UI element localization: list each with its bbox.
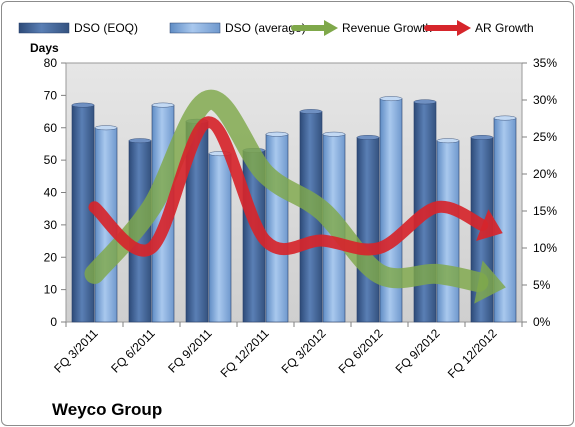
legend-swatch-dso-eoq-	[18, 22, 70, 34]
right-axis-tick-label: 15%	[533, 204, 557, 218]
left-axis-tick-label: 0	[50, 315, 57, 329]
left-axis-tick-label: 20	[44, 250, 58, 264]
bar-top	[128, 138, 152, 144]
right-axis-tick-label: 20%	[533, 167, 557, 181]
bar-top	[379, 96, 403, 102]
bar-top	[151, 102, 175, 108]
bar-top	[71, 102, 95, 108]
right-axis-tick-label: 5%	[533, 278, 551, 292]
right-axis-tick-label: 35%	[533, 56, 557, 70]
bar-dso-average	[208, 153, 232, 323]
bar-top	[436, 138, 460, 144]
legend-label-revenue-growth: Revenue Growth	[342, 21, 432, 35]
bar-dso-average	[265, 133, 289, 323]
bar-top	[265, 131, 289, 137]
company-name: Weyco Group	[52, 400, 163, 419]
bar-dso-eoq	[71, 104, 95, 323]
bar-top	[356, 135, 380, 140]
x-axis-label: FQ 3/2011	[51, 326, 101, 376]
legend-swatch-dso-average-	[169, 22, 221, 34]
left-axis-tick-label: 30	[44, 218, 58, 232]
right-axis-tick-label: 25%	[533, 130, 557, 144]
x-axis-label: FQ 6/2011	[108, 326, 158, 376]
x-axis-label: FQ 9/2011	[165, 326, 215, 376]
legend-arrowhead-revenue-growth	[324, 20, 338, 36]
x-axis-label: FQ 12/2012	[445, 326, 500, 381]
bar-top	[299, 109, 323, 114]
right-axis-tick-label: 30%	[533, 93, 557, 107]
bar-dso-eoq	[356, 137, 380, 323]
revenue-growth-line	[84, 89, 489, 293]
bar-dso-average	[436, 140, 460, 323]
ar-growth-arrowhead	[476, 209, 503, 241]
revenue-growth-arrowhead	[474, 260, 506, 304]
left-axis-tick-label: 40	[44, 186, 58, 200]
bar-top	[470, 135, 494, 140]
right-axis-tick-label: 10%	[533, 241, 557, 255]
legend-arrowhead-ar-growth	[457, 20, 471, 36]
right-axis-tick-label: 0%	[533, 315, 551, 329]
bar-top	[94, 125, 118, 131]
legend-label-dso-eoq-: DSO (EOQ)	[74, 21, 138, 35]
bar-top	[322, 131, 346, 137]
x-axis-label: FQ 12/2011	[218, 326, 272, 380]
left-axis-tick-label: 10	[44, 283, 58, 297]
legend-label-dso-average-: DSO (average)	[225, 21, 306, 35]
x-axis-label: FQ 9/2012	[393, 326, 443, 376]
left-axis-tick-label: 70	[44, 88, 58, 102]
x-axis-label: FQ 3/2012	[279, 326, 329, 376]
left-axis-tick-label: 60	[44, 121, 58, 135]
legend-label-ar-growth: AR Growth	[475, 21, 534, 35]
ar-growth-line	[88, 116, 489, 257]
x-axis-label: FQ 6/2012	[336, 326, 386, 376]
legend: DSO (EOQ) DSO (average) Revenue Growth AR G…	[18, 20, 534, 36]
left-axis-tick-label: 80	[44, 56, 58, 70]
bar-dso-average	[379, 98, 403, 323]
left-axis-tick-label: 50	[44, 153, 58, 167]
left-axis-title: Days	[30, 41, 59, 55]
bar-top	[413, 99, 437, 105]
bar-top	[493, 115, 517, 121]
